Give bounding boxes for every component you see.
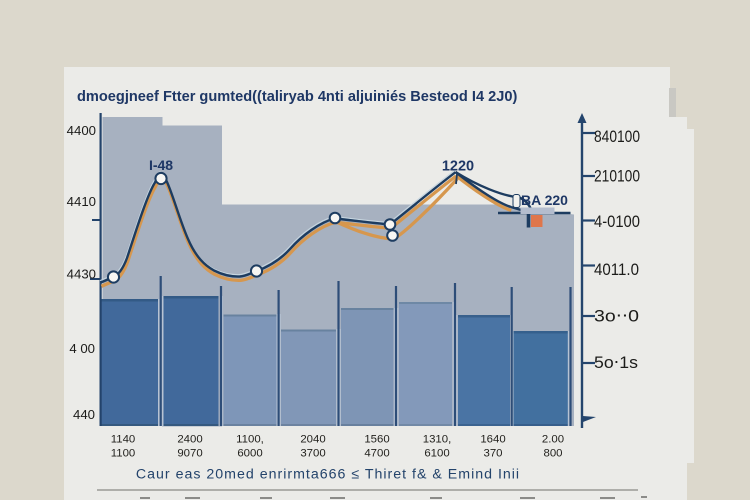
svg-text:210100: 210100	[594, 168, 640, 186]
svg-text:1220: 1220	[442, 159, 474, 175]
svg-text:3700: 3700	[300, 448, 325, 460]
svg-text:440: 440	[73, 407, 95, 422]
svg-text:4700: 4700	[364, 448, 389, 460]
svg-text:Caur eas 20med enrirmta666 ≤ T: Caur eas 20med enrirmta666 ≤ Thiret f& &…	[136, 467, 520, 483]
svg-text:6100: 6100	[424, 448, 449, 460]
svg-text:840100: 840100	[594, 128, 640, 146]
svg-text:1560: 1560	[364, 434, 389, 446]
svg-text:BA 220: BA 220	[521, 192, 568, 208]
svg-text:4430: 4430	[67, 267, 96, 282]
svg-text:5o⋅1s: 5o⋅1s	[594, 354, 638, 372]
svg-text:800: 800	[543, 448, 562, 460]
svg-text:dmoegjneef Ftter gumted((talir: dmoegjneef Ftter gumted((taliryab 4nti a…	[77, 89, 517, 105]
svg-text:3o⋅⋅0: 3o⋅⋅0	[594, 308, 639, 326]
svg-text:6000: 6000	[237, 448, 262, 460]
svg-text:370: 370	[483, 448, 502, 460]
svg-text:1310,: 1310,	[423, 434, 452, 446]
svg-text:4-0100: 4-0100	[594, 213, 640, 231]
svg-text:4 00: 4 00	[69, 341, 95, 356]
svg-text:2040: 2040	[300, 434, 325, 446]
svg-text:9070: 9070	[177, 448, 202, 460]
svg-text:1100,: 1100,	[236, 434, 264, 446]
svg-text:4410: 4410	[67, 194, 96, 209]
svg-text:2400: 2400	[177, 434, 202, 446]
svg-text:1100: 1100	[111, 448, 136, 460]
svg-text:4400: 4400	[67, 123, 96, 138]
svg-text:1140: 1140	[111, 434, 136, 446]
svg-text:2.00: 2.00	[542, 434, 564, 446]
svg-text:4011.0: 4011.0	[594, 261, 639, 279]
svg-text:I-48: I-48	[149, 157, 173, 173]
svg-text:1640: 1640	[480, 434, 505, 446]
